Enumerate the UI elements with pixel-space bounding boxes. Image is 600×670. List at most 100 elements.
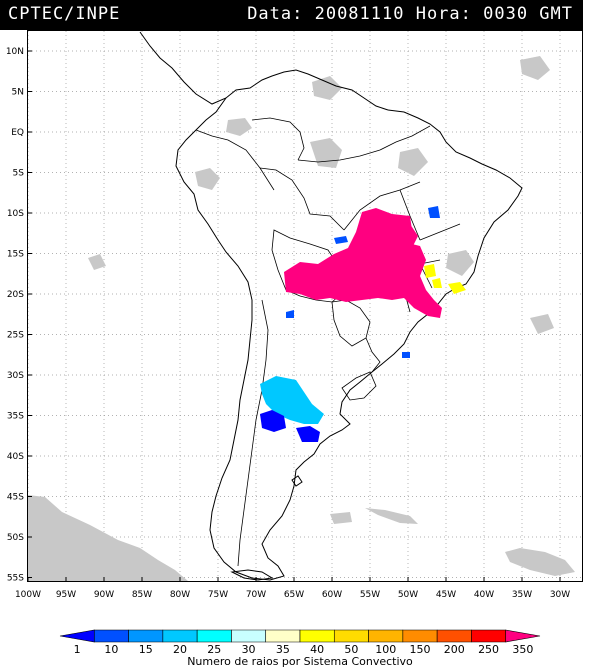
tierra-del-fuego — [230, 569, 274, 581]
coastline — [139, 31, 523, 581]
lat-label-10N: 10N — [6, 47, 24, 57]
colorbar-segment — [436, 629, 472, 643]
lat-label-15S: 15S — [7, 250, 24, 260]
colorbar: 1 10 15 20 25 30 35 40 50 100 150 200 250 350 — [59, 629, 541, 656]
cloud-patch-antarctic — [28, 495, 188, 581]
colorbar-label-100: 100 — [375, 643, 396, 656]
colorbar-segment — [333, 629, 369, 643]
border-paraguay — [331, 299, 371, 347]
border-uruguay — [341, 371, 377, 401]
title-source: CPTEC/INPE — [8, 4, 121, 24]
lon-label-65W: 65W — [284, 590, 304, 600]
lon-label-40W: 40W — [474, 590, 494, 600]
cloud-patch-atlantic — [530, 314, 554, 334]
colorbar-label-35: 35 — [276, 643, 290, 656]
cloud-patch-amazon-3 — [398, 148, 428, 176]
cloud-patch-pacific — [88, 254, 106, 270]
border-brazil-venezuela-guyana — [297, 125, 431, 163]
cloud-patch-pacific-2 — [330, 512, 352, 524]
system-central-brazil-350 — [284, 208, 442, 318]
colorbar-segment — [128, 629, 164, 643]
colorbar-segment — [471, 629, 507, 643]
border-chile-argentina — [237, 299, 269, 567]
colorbar-label-250: 250 — [478, 643, 499, 656]
title-date-time: Data: 20081110 Hora: 0030 GMT — [247, 4, 573, 24]
colorbar-label-1: 1 — [74, 643, 81, 656]
convective-systems — [260, 206, 466, 442]
lon-label-95W: 95W — [56, 590, 76, 600]
border-colombia-ecuador-peru — [195, 129, 275, 191]
cloud-patch-caribbean-2 — [520, 56, 550, 80]
colorbar-label-350: 350 — [512, 643, 533, 656]
colorbar-label-15: 15 — [139, 643, 153, 656]
lat-label-5S: 5S — [13, 169, 25, 179]
colorbar-segment — [231, 629, 267, 643]
lon-label-60W: 60W — [322, 590, 342, 600]
border-colombia-venezuela — [251, 117, 305, 161]
colorbar-caption: Numero de raios por Sistema Convectivo — [187, 655, 413, 668]
lon-label-30W: 30W — [550, 590, 570, 600]
lon-label-50W: 50W — [398, 590, 418, 600]
axis-labels: 10N 5N EQ 5S 10S 15S 20S 25S 30S 35S 40S 45S 50S 55S 1… — [6, 47, 570, 600]
system-yellow-3 — [432, 278, 442, 288]
lat-label-EQ: EQ — [11, 128, 24, 138]
lon-label-85W: 85W — [132, 590, 152, 600]
lat-label-25S: 25S — [7, 331, 24, 341]
system-blue-west — [334, 236, 348, 244]
falkland-islands — [291, 475, 303, 487]
colorbar-label-50: 50 — [344, 643, 358, 656]
lat-label-30S: 30S — [7, 371, 24, 381]
colorbar-label-200: 200 — [444, 643, 465, 656]
graticule — [28, 31, 582, 581]
system-yellow-2 — [448, 282, 466, 294]
lon-label-70W: 70W — [246, 590, 266, 600]
colorbar-label-20: 20 — [173, 643, 187, 656]
colorbar-label-30: 30 — [242, 643, 256, 656]
lat-label-35S: 35S — [7, 412, 24, 422]
lat-label-50S: 50S — [7, 533, 24, 543]
system-mid-brazil-350 — [396, 224, 418, 248]
border-argentina-brazil — [365, 337, 381, 373]
cloud-patch-caribbean — [312, 76, 342, 100]
lat-label-45S: 45S — [7, 493, 24, 503]
cloud-patch-amazon-4 — [226, 118, 252, 136]
cloud-cover — [28, 56, 575, 581]
map-frame — [27, 30, 583, 582]
lon-label-35W: 35W — [512, 590, 532, 600]
cloud-patch-central-brazil — [446, 250, 474, 276]
colorbar-label-10: 10 — [104, 643, 118, 656]
cloud-patch-south-atlantic-2 — [365, 508, 418, 524]
country-borders — [195, 117, 461, 567]
lat-label-55S: 55S — [7, 574, 24, 584]
colorbar-segment — [402, 629, 438, 643]
lat-label-20S: 20S — [7, 290, 24, 300]
lat-label-5N: 5N — [12, 88, 24, 98]
system-blue-small — [286, 310, 294, 318]
cloud-patch-amazon-1 — [195, 168, 220, 190]
system-blue-argentina-1 — [260, 410, 286, 432]
central-america-coast — [139, 31, 389, 111]
colorbar-label-40: 40 — [310, 643, 324, 656]
colorbar-label-150: 150 — [410, 643, 431, 656]
colorbar-segment — [505, 629, 541, 643]
system-blue-north — [428, 206, 440, 218]
lon-label-100W: 100W — [15, 590, 41, 600]
lat-label-10S: 10S — [7, 209, 24, 219]
lon-label-75W: 75W — [208, 590, 228, 600]
south-america-coast — [175, 97, 523, 581]
colorbar-segment — [368, 629, 404, 643]
system-blue-south — [402, 352, 410, 358]
colorbar-segment — [299, 629, 335, 643]
lon-label-45W: 45W — [436, 590, 456, 600]
colorbar-label-25: 25 — [207, 643, 221, 656]
colorbar-segment — [59, 629, 95, 643]
colorbar-segment — [162, 629, 198, 643]
border-peru-brazil — [259, 167, 345, 231]
title-bar: CPTEC/INPE Data: 20081110 Hora: 0030 GMT — [0, 0, 583, 30]
cloud-patch-amazon-2 — [310, 138, 342, 168]
colorbar-segment — [265, 629, 301, 643]
colorbar-segment — [93, 629, 129, 643]
system-blue-argentina-2 — [296, 426, 320, 442]
lon-label-80W: 80W — [170, 590, 190, 600]
